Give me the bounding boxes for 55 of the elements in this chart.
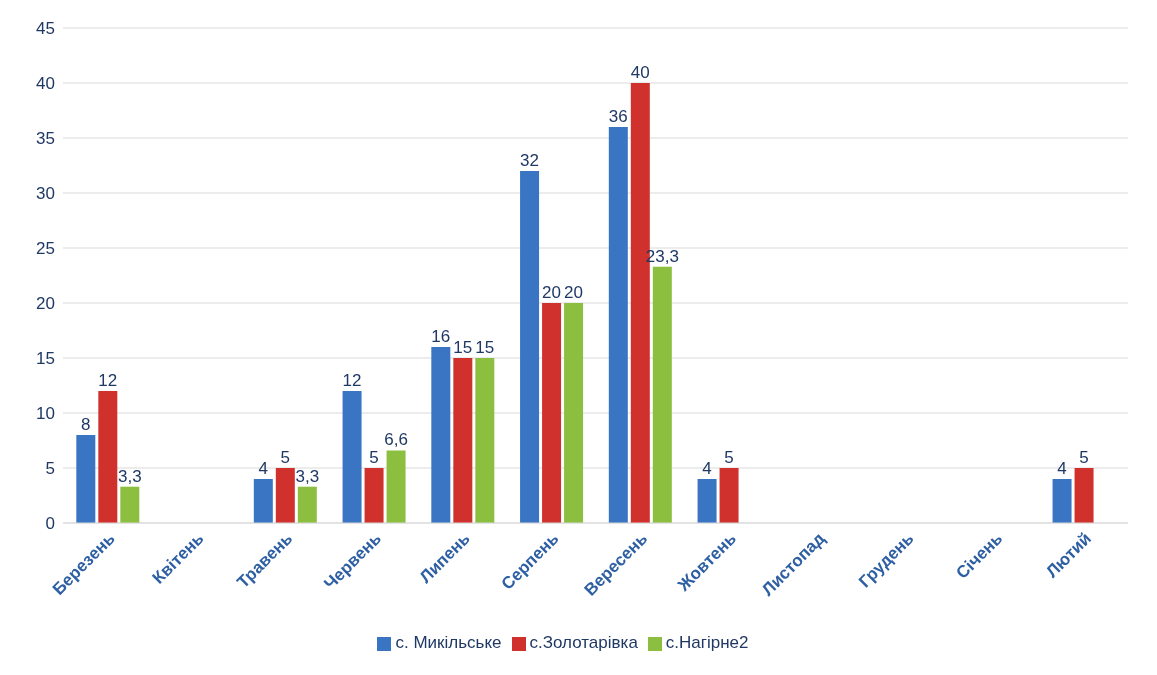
bar [1052, 479, 1072, 523]
bar [520, 171, 540, 523]
y-tick-label: 40 [36, 74, 55, 94]
y-tick-label: 45 [36, 19, 55, 39]
bar [253, 479, 273, 523]
bar [342, 391, 362, 523]
bar [719, 468, 739, 523]
y-tick-label: 10 [36, 404, 55, 424]
data-label: 36 [608, 107, 628, 126]
data-label: 5 [1079, 448, 1089, 467]
data-label: 20 [542, 283, 562, 302]
y-tick-label: 25 [36, 239, 55, 259]
bar [76, 435, 96, 523]
bar [652, 266, 672, 523]
y-tick-label: 0 [45, 514, 55, 534]
data-label: 3,3 [117, 466, 142, 486]
bar [386, 450, 406, 523]
data-label: 16 [431, 327, 451, 346]
bar [475, 358, 495, 523]
bar [564, 303, 584, 523]
data-label: 4 [702, 459, 712, 478]
bar [98, 391, 118, 523]
data-label: 40 [630, 63, 650, 82]
bar [697, 479, 717, 523]
bar [297, 486, 317, 523]
data-label: 12 [98, 371, 118, 390]
data-label: 12 [342, 371, 362, 390]
bar [364, 468, 384, 523]
y-tick-label: 5 [45, 459, 55, 479]
y-tick-label: 30 [36, 184, 55, 204]
data-label: 4 [1057, 459, 1067, 478]
bar [120, 486, 140, 523]
data-label: 8 [81, 415, 91, 434]
y-tick-label: 20 [36, 294, 55, 314]
data-label: 15 [453, 338, 473, 357]
data-label: 15 [475, 338, 495, 357]
data-label: 3,3 [295, 466, 320, 486]
data-label: 4 [258, 459, 269, 478]
data-label: 5 [280, 448, 291, 467]
legend-label: с. Микільське [395, 633, 502, 652]
data-label: 5 [369, 448, 379, 467]
bar [1074, 468, 1094, 523]
bar [431, 347, 451, 523]
bar [453, 358, 473, 523]
data-label: 5 [724, 448, 734, 467]
data-label: 20 [564, 283, 584, 302]
bar [542, 303, 562, 523]
legend-label: с.Золотарівка [529, 633, 638, 652]
bar [275, 468, 295, 523]
data-label: 32 [520, 151, 540, 170]
data-label: 6,6 [384, 430, 408, 450]
y-tick-label: 15 [36, 349, 55, 369]
bar [608, 127, 628, 523]
legend-label: с.Нагірне2 [665, 633, 749, 652]
y-tick-label: 35 [36, 129, 55, 149]
